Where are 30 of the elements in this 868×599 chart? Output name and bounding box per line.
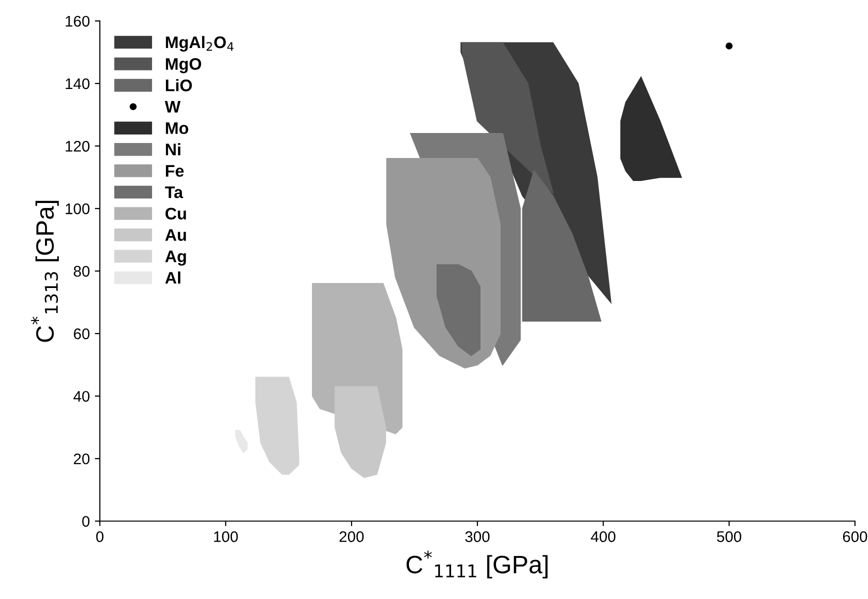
legend-label: MgO <box>166 58 202 74</box>
y-tick-label: 40 <box>73 390 90 402</box>
y-tick-label: 0 <box>82 516 90 527</box>
y-tick-label: 100 <box>66 203 90 214</box>
legend-label: LiO <box>166 79 192 92</box>
y-tick-label: 20 <box>74 453 90 464</box>
legend-label: Ni <box>166 143 180 156</box>
y-tick-label: 160 <box>66 16 90 27</box>
legend-label: Mo <box>166 122 188 134</box>
legend-label: Cu <box>166 208 186 220</box>
y-tick-label: 140 <box>66 78 90 90</box>
legend-label: Ag <box>165 250 186 266</box>
legend-label: Au <box>165 229 186 241</box>
x-axis-title: C$^{*}$$_{1111}$ [GPa] <box>406 550 548 578</box>
legend-label: Ta <box>165 186 184 198</box>
legend-label: MgAl$_{2}$O$_{4}$ <box>166 36 234 52</box>
x-tick-label: 400 <box>590 531 616 542</box>
legend-label: Fe <box>166 165 184 177</box>
x-tick-label: 100 <box>214 531 238 542</box>
legend-label: Al <box>165 271 180 284</box>
y-axis-title: C$^{*}$$_{1313}$ [GPa] <box>31 200 59 342</box>
x-tick-label: 300 <box>465 531 490 542</box>
y-tick-label: 80 <box>74 266 90 277</box>
x-tick-label: 600 <box>843 531 868 542</box>
x-tick-label: 0 <box>96 531 104 542</box>
x-tick-label: 200 <box>340 531 364 542</box>
y-tick-label: 60 <box>74 328 90 340</box>
y-tick-label: 120 <box>66 140 90 152</box>
legend-label: W <box>164 101 181 113</box>
x-tick-label: 500 <box>716 531 742 542</box>
